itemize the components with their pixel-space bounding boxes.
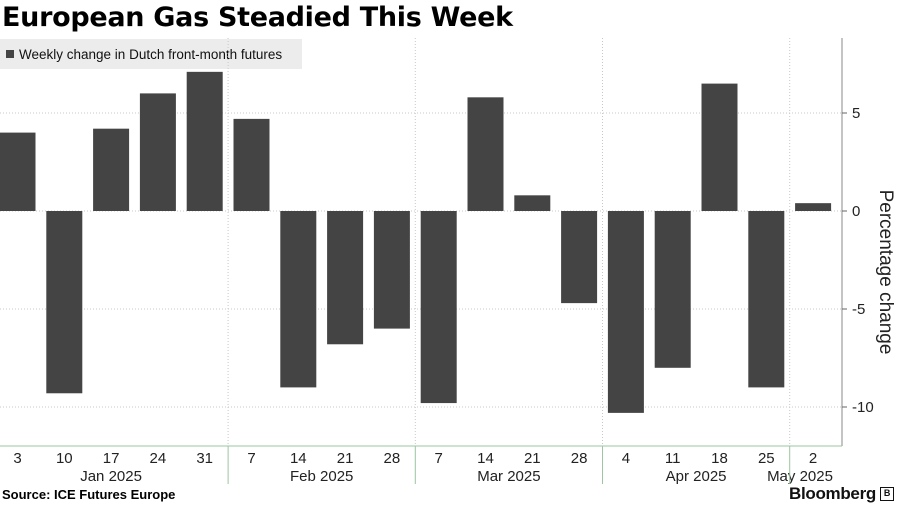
bar xyxy=(654,211,691,368)
y-tick-label: 0 xyxy=(852,203,860,220)
bar xyxy=(186,71,223,211)
legend-swatch xyxy=(6,50,14,58)
x-tick-label: 25 xyxy=(758,450,775,467)
x-tick-label: 14 xyxy=(477,450,494,467)
legend: Weekly change in Dutch front-month futur… xyxy=(0,39,302,69)
bar xyxy=(327,211,364,345)
x-tick-label: 2 xyxy=(809,450,817,467)
bar xyxy=(795,203,832,211)
bloomberg-terminal-icon: B xyxy=(880,487,894,501)
bar xyxy=(0,132,36,211)
bar xyxy=(607,211,644,413)
x-tick-label: 10 xyxy=(56,450,73,467)
x-tick-label: 28 xyxy=(571,450,588,467)
x-month-label: Apr 2025 xyxy=(666,468,727,485)
y-axis-title: Percentage change xyxy=(875,190,896,355)
bar xyxy=(748,211,785,388)
x-tick-label: 21 xyxy=(337,450,354,467)
bar xyxy=(233,118,270,211)
bar xyxy=(561,211,598,304)
brand-name: Bloomberg xyxy=(788,484,876,503)
x-tick-label: 3 xyxy=(13,450,21,467)
brand-logo: Bloomberg B xyxy=(789,484,894,504)
x-tick-label: 21 xyxy=(524,450,541,467)
legend-label: Weekly change in Dutch front-month futur… xyxy=(19,46,283,62)
x-tick-label: 4 xyxy=(622,450,630,467)
y-tick-label: -10 xyxy=(852,399,874,416)
y-tick-label: 5 xyxy=(852,105,860,122)
chart-title: European Gas Steadied This Week xyxy=(2,2,513,33)
x-month-label: Feb 2025 xyxy=(290,468,353,485)
bar xyxy=(420,211,457,404)
x-month-label: Mar 2025 xyxy=(477,468,540,485)
bar xyxy=(280,211,317,388)
x-month-label: Jan 2025 xyxy=(80,468,142,485)
x-month-label: May 2025 xyxy=(767,468,833,485)
bar xyxy=(93,128,130,211)
bar xyxy=(139,93,176,211)
x-tick-label: 17 xyxy=(103,450,120,467)
x-tick-label: 11 xyxy=(665,450,681,467)
x-tick-label: 24 xyxy=(150,450,167,467)
bar xyxy=(46,211,83,394)
x-tick-label: 28 xyxy=(384,450,401,467)
y-tick-label: -5 xyxy=(852,301,865,318)
x-tick-label: 7 xyxy=(247,450,255,467)
bar xyxy=(701,83,738,211)
source-note: Source: ICE Futures Europe xyxy=(2,487,176,502)
x-tick-label: 18 xyxy=(711,450,728,467)
x-tick-label: 31 xyxy=(196,450,213,467)
bar xyxy=(373,211,410,329)
bar xyxy=(514,195,551,211)
x-tick-label: 7 xyxy=(435,450,443,467)
x-tick-label: 14 xyxy=(290,450,307,467)
bar xyxy=(467,97,504,211)
